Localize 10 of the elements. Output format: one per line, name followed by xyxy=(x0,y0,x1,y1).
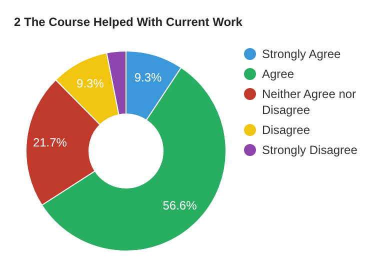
chart-title: 2 The Course Helped With Current Work xyxy=(14,15,243,29)
data-label: 21.7% xyxy=(32,136,68,150)
data-label: 56.6% xyxy=(162,198,198,212)
legend-label: Neither Agree nor Disagree xyxy=(262,87,356,117)
data-label: 9.3% xyxy=(134,70,162,85)
legend-label: Strongly Disagree xyxy=(262,143,358,157)
legend-label: Disagree xyxy=(262,123,310,137)
data-label: 9.3% xyxy=(76,76,104,90)
legend-label: Agree xyxy=(262,67,294,81)
legend-label: Strongly Agree xyxy=(262,47,342,61)
